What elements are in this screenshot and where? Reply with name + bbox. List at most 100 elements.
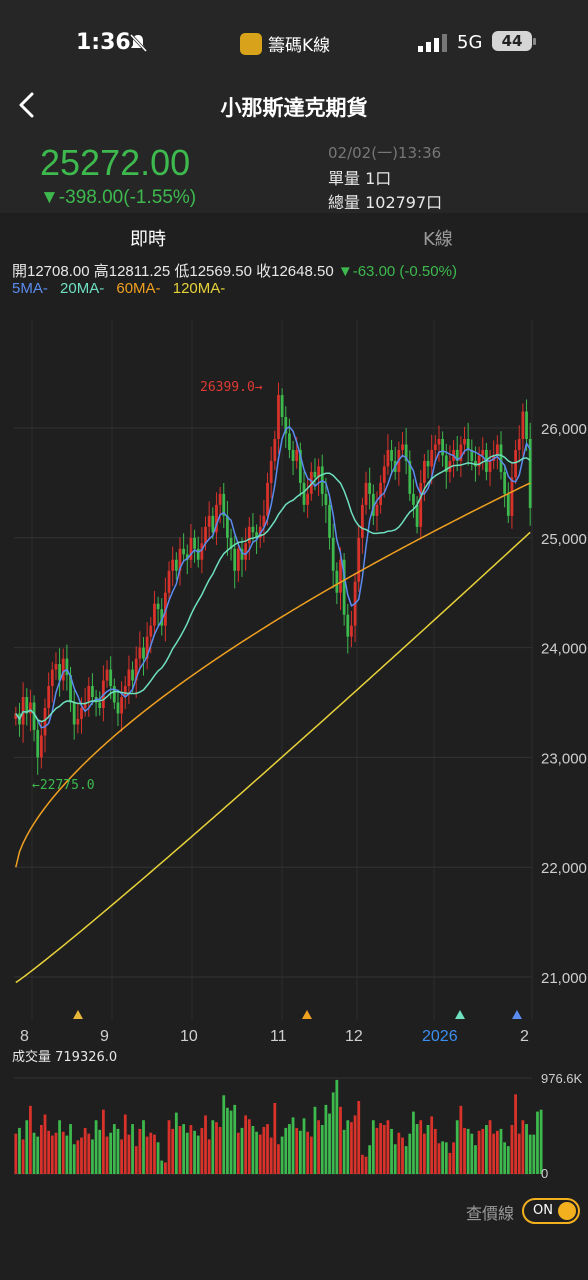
volume-bar bbox=[280, 1136, 284, 1174]
candle-body bbox=[503, 471, 507, 494]
volume-bar bbox=[39, 1125, 43, 1174]
volume-bar bbox=[499, 1128, 503, 1174]
volume-bar bbox=[331, 1092, 335, 1174]
volume-bar bbox=[211, 1120, 215, 1174]
candle-body bbox=[105, 669, 109, 681]
unit-volume: 單量 1口 bbox=[328, 169, 392, 188]
candle-body bbox=[262, 515, 266, 527]
volume-bar bbox=[488, 1120, 492, 1174]
volume-bar bbox=[390, 1128, 393, 1174]
y-tick-label: 25,000 bbox=[541, 531, 587, 548]
volume-bar bbox=[196, 1135, 200, 1174]
candle-body bbox=[313, 471, 317, 478]
candle-body bbox=[58, 664, 61, 681]
total-volume: 總量 102797口 bbox=[328, 193, 443, 212]
candle-body bbox=[255, 532, 258, 538]
candle-body bbox=[229, 537, 233, 549]
volume-bar bbox=[342, 1129, 346, 1174]
candlestick-chart[interactable]: 26,000 25,000 24,000 23,000 22,000 21,000 263… bbox=[0, 300, 588, 1190]
volume-bar bbox=[189, 1125, 193, 1174]
tab-realtime[interactable]: 即時 bbox=[130, 229, 166, 250]
high-annotation: 26399.0→ bbox=[200, 380, 263, 395]
candle-body bbox=[269, 460, 273, 483]
ohlc-close: 收12648.50 bbox=[256, 263, 334, 280]
volume-bar bbox=[142, 1120, 145, 1174]
last-price: 25272.00 bbox=[40, 142, 191, 183]
candle-body bbox=[50, 669, 54, 687]
volume-bar bbox=[80, 1137, 83, 1174]
volume-bar bbox=[495, 1130, 499, 1174]
candle-body bbox=[437, 438, 441, 445]
volume-bar bbox=[393, 1144, 397, 1174]
volume-bar bbox=[466, 1128, 470, 1174]
candle-body bbox=[127, 669, 131, 687]
volume-bar bbox=[116, 1128, 120, 1174]
x-tick-label: 2026 bbox=[422, 1028, 458, 1045]
volume-bar bbox=[452, 1142, 455, 1174]
candle-body bbox=[331, 537, 335, 571]
x-tick-label: 8 bbox=[20, 1028, 29, 1045]
volume-bar bbox=[112, 1124, 116, 1174]
toggle-knob bbox=[558, 1202, 576, 1220]
candle-body bbox=[233, 548, 237, 571]
volume-bar bbox=[69, 1124, 72, 1174]
candle-body bbox=[189, 537, 193, 560]
volume-bar bbox=[218, 1126, 222, 1174]
check-price-toggle[interactable]: ON bbox=[522, 1198, 580, 1224]
back-chevron-icon[interactable] bbox=[14, 90, 40, 120]
candle-body bbox=[200, 543, 204, 560]
candle-body bbox=[459, 444, 463, 461]
volume-bar bbox=[412, 1111, 415, 1174]
volume-bar bbox=[36, 1136, 40, 1174]
volume-bar bbox=[120, 1139, 123, 1174]
candle-body bbox=[142, 647, 145, 659]
volume-bar bbox=[324, 1104, 328, 1174]
volume-bar bbox=[164, 1162, 167, 1174]
volume-bar bbox=[94, 1120, 98, 1174]
candle-body bbox=[386, 449, 390, 467]
volume-bar bbox=[375, 1127, 379, 1174]
volume-bar bbox=[455, 1120, 459, 1174]
candle-body bbox=[444, 455, 448, 472]
volume-bar bbox=[50, 1135, 54, 1174]
candle-body bbox=[342, 559, 346, 615]
candle-body bbox=[506, 493, 510, 516]
candle-body bbox=[247, 526, 251, 544]
volume-bar bbox=[371, 1120, 375, 1174]
volume-bar bbox=[441, 1141, 445, 1174]
candle-body bbox=[284, 417, 288, 434]
volume-bar bbox=[525, 1124, 528, 1174]
volume-bar bbox=[18, 1127, 21, 1174]
app-switch-label[interactable]: 籌碼K線 bbox=[240, 31, 330, 56]
check-price-label: 查價線 bbox=[466, 1204, 515, 1223]
ma60-legend: 60MA- bbox=[116, 280, 161, 297]
tab-kline[interactable]: K線 bbox=[423, 229, 453, 250]
event-marker bbox=[302, 1010, 312, 1019]
candle-body bbox=[441, 438, 445, 456]
candle-body bbox=[335, 570, 339, 593]
volume-bar bbox=[200, 1127, 204, 1174]
candle-body bbox=[433, 444, 437, 450]
volume-bar bbox=[277, 1144, 280, 1174]
candle-body bbox=[76, 718, 80, 725]
candle-body bbox=[528, 438, 532, 508]
candle-body bbox=[120, 697, 123, 714]
candle-body bbox=[251, 526, 255, 533]
volume-bar bbox=[98, 1129, 102, 1174]
volume-bar bbox=[284, 1127, 288, 1174]
volume-bar bbox=[32, 1132, 36, 1174]
battery-icon: 44 bbox=[492, 31, 532, 51]
candle-body bbox=[80, 707, 83, 719]
ma5-legend: 5MA- bbox=[12, 280, 48, 297]
volume-bar bbox=[229, 1110, 233, 1174]
volume-bar bbox=[244, 1115, 248, 1174]
candle-body bbox=[244, 543, 248, 560]
volume-bar bbox=[109, 1132, 113, 1174]
volume-bar bbox=[255, 1131, 258, 1174]
ma120-legend: 120MA- bbox=[172, 280, 226, 297]
volume-bar bbox=[353, 1115, 357, 1174]
chart-grid bbox=[14, 320, 533, 1020]
candle-body bbox=[280, 395, 284, 418]
candle-body bbox=[174, 559, 178, 571]
candle-body bbox=[160, 609, 164, 626]
